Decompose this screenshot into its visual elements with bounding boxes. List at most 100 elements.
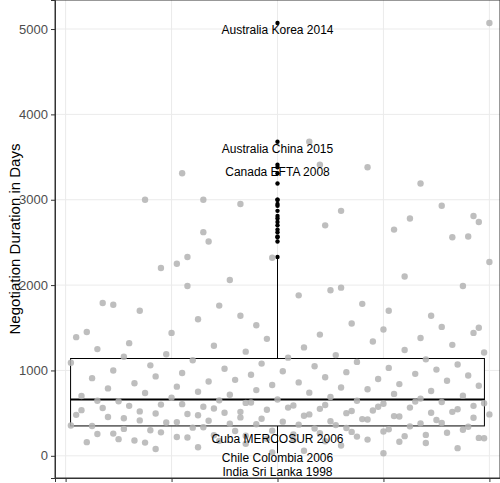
point — [243, 348, 249, 354]
point — [354, 433, 360, 439]
point — [184, 254, 190, 260]
point — [237, 201, 243, 207]
x-tick-mark — [383, 478, 384, 482]
point — [327, 287, 333, 293]
point — [454, 406, 460, 412]
point — [476, 219, 482, 225]
point — [486, 20, 492, 26]
outlier — [275, 230, 279, 234]
point — [248, 399, 254, 405]
point — [227, 392, 233, 398]
y-tick: 5000 — [19, 22, 55, 37]
point — [232, 377, 238, 383]
point — [99, 300, 105, 306]
point — [158, 265, 164, 271]
point — [84, 439, 90, 445]
point — [152, 373, 158, 379]
point — [412, 398, 418, 404]
y-tick: 2000 — [19, 278, 55, 293]
point — [481, 435, 487, 441]
x-tick-mark — [172, 478, 173, 482]
point — [73, 334, 79, 340]
point — [274, 396, 280, 402]
point — [131, 437, 137, 443]
point — [68, 360, 74, 366]
point — [301, 344, 307, 350]
point — [248, 372, 254, 378]
y-axis-line — [51, 1, 56, 479]
panel-border — [55, 0, 500, 478]
point — [280, 418, 286, 424]
point — [317, 331, 323, 337]
point — [121, 426, 127, 432]
plot-area — [68, 20, 493, 457]
point — [105, 385, 111, 391]
panel-background — [55, 0, 500, 478]
point — [460, 283, 466, 289]
point — [137, 308, 143, 314]
point — [401, 347, 407, 353]
outlier — [275, 204, 279, 208]
point — [184, 434, 190, 440]
y-tick-label: 2000 — [19, 278, 48, 293]
point — [258, 360, 264, 366]
point — [322, 222, 328, 228]
point — [205, 238, 211, 244]
point — [264, 336, 270, 342]
point — [190, 357, 196, 363]
point — [179, 170, 185, 176]
point — [417, 420, 423, 426]
annotations: Australia Korea 2014Australia China 2015… — [211, 23, 343, 479]
point — [439, 399, 445, 405]
y-axis-title: Negotiation Duration in Days — [6, 144, 23, 335]
point — [391, 413, 397, 419]
point — [417, 180, 423, 186]
y-tick-mark — [51, 456, 55, 457]
point — [78, 393, 84, 399]
x-tick — [66, 478, 67, 482]
point — [306, 389, 312, 395]
point — [412, 371, 418, 377]
point — [391, 391, 397, 397]
y-tick-mark — [51, 200, 55, 201]
point — [460, 427, 466, 433]
point — [354, 359, 360, 365]
point — [396, 439, 402, 445]
point — [137, 417, 143, 423]
point — [322, 402, 328, 408]
point — [131, 380, 137, 386]
point — [295, 379, 301, 385]
y-tick-label: 0 — [41, 448, 48, 463]
grid-line-x — [65, 0, 66, 478]
point — [84, 329, 90, 335]
point — [115, 398, 121, 404]
point — [348, 320, 354, 326]
point — [333, 422, 339, 428]
y-tick-mark — [51, 285, 55, 286]
point — [454, 445, 460, 451]
point — [216, 302, 222, 308]
x-axis-line — [56, 479, 500, 483]
point — [174, 419, 180, 425]
outlier — [275, 181, 279, 185]
point — [200, 229, 206, 235]
point — [375, 376, 381, 382]
point — [158, 429, 164, 435]
annotation: Canada EFTA 2008 — [225, 165, 330, 179]
point — [126, 340, 132, 346]
x-tick-mark — [489, 478, 490, 482]
point — [327, 394, 333, 400]
outlier — [275, 198, 279, 202]
point — [375, 404, 381, 410]
point — [407, 423, 413, 429]
point — [195, 316, 201, 322]
point — [68, 422, 74, 428]
y-tick-mark — [51, 29, 55, 30]
point — [94, 431, 100, 437]
point — [380, 428, 386, 434]
x-tick-mark — [66, 478, 67, 482]
point — [348, 429, 354, 435]
point — [142, 439, 148, 445]
point — [205, 378, 211, 384]
annotation: India Sri Lanka 1998 — [222, 465, 332, 479]
